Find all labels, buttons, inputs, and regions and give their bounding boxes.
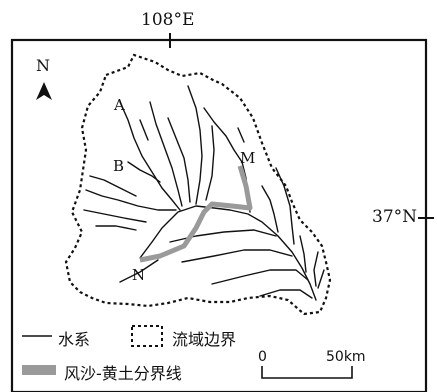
map-frame xyxy=(10,38,428,392)
watershed-boundary xyxy=(64,53,332,316)
legend-boundary-label: 流域边界 xyxy=(172,330,237,349)
point-label-a: A xyxy=(114,96,125,114)
latitude-label: 37°N xyxy=(372,207,418,227)
scale-bar xyxy=(261,366,353,379)
scale-end-label: 50km xyxy=(326,349,366,365)
legend-sand-loess-label: 风沙-黄土分界线 xyxy=(64,364,182,383)
sand-loess-boundary-line xyxy=(139,165,253,263)
legend-sand-loess-symbol xyxy=(22,365,56,375)
point-label-n: N xyxy=(132,266,146,284)
point-label-b: B xyxy=(113,157,125,175)
north-label: N xyxy=(36,56,50,75)
legend-boundary-symbol xyxy=(131,325,163,347)
longitude-label: 108°E xyxy=(141,10,195,30)
legend-river-label: 水系 xyxy=(58,330,91,349)
river-system xyxy=(83,85,325,301)
scale-start-label: 0 xyxy=(258,349,267,365)
north-arrow-icon xyxy=(36,82,52,100)
point-label-m: M xyxy=(240,149,256,167)
